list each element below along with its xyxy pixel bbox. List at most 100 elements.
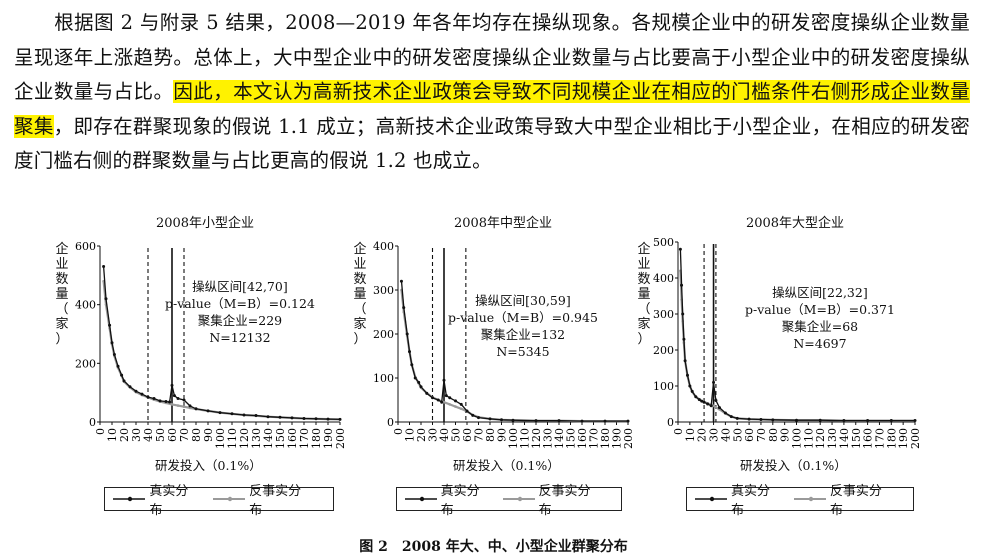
legend-real: 真实分布	[113, 480, 199, 518]
x-tick-label: 70	[755, 428, 768, 442]
real-series-point	[459, 402, 463, 406]
real-series-point	[431, 396, 434, 400]
y-axis-label-char: 量	[55, 287, 69, 302]
annotation-cluster: 聚集企业=132	[480, 327, 566, 342]
x-tick-label: 140	[838, 428, 851, 449]
annotation-n: N=12132	[209, 330, 271, 345]
x-tick-label: 190	[322, 428, 335, 449]
x-tick-label: 60	[461, 428, 474, 442]
real-series-point	[709, 404, 713, 408]
y-axis-label-char: 业	[637, 257, 651, 272]
x-tick-label: 130	[250, 428, 263, 449]
real-series-point	[717, 406, 721, 410]
real-line-icon	[695, 496, 727, 502]
paragraph-part1: 根据图 2 与附录 5 结果，2008—2019 年各年均存在操纵现象。各规模企…	[14, 11, 970, 103]
y-tick-label: 300	[373, 284, 394, 297]
x-tick-label: 100	[507, 428, 520, 449]
real-series-point	[254, 414, 258, 418]
real-series-point	[913, 419, 917, 423]
x-tick-label: 160	[576, 428, 589, 449]
x-tick-label: 130	[826, 428, 839, 449]
x-tick-label: 10	[684, 428, 697, 442]
real-series-point	[795, 418, 798, 422]
x-tick-label: 200	[622, 428, 635, 449]
real-series-point	[712, 380, 716, 384]
real-series-point	[685, 373, 689, 377]
x-tick-label: 190	[611, 428, 624, 449]
y-tick-label: 400	[373, 240, 394, 253]
real-series-point	[759, 417, 763, 421]
real-series-point	[338, 417, 342, 421]
legend-real-label: 真实分布	[730, 484, 770, 518]
counterfactual-line-icon	[212, 496, 246, 502]
annotation-pvalue: p-value（M=B）=0.124	[165, 296, 315, 311]
real-series-point	[134, 389, 138, 393]
x-tick-label: 20	[696, 428, 709, 442]
real-series-point	[290, 416, 294, 420]
x-tick-label: 150	[850, 428, 863, 449]
y-axis-label-char: ）	[637, 332, 651, 347]
x-tick-label: 60	[166, 428, 179, 442]
real-series-point	[723, 411, 727, 415]
annotation-n: N=4697	[793, 336, 847, 351]
real-series-point	[104, 297, 108, 301]
real-series-point	[425, 391, 429, 395]
x-tick-label: 130	[542, 428, 555, 449]
real-series-point	[413, 376, 417, 380]
x-tick-label: 170	[298, 428, 311, 449]
y-tick-label: 300	[653, 308, 674, 321]
y-tick-label: 200	[75, 357, 96, 370]
x-axis-label: 研发投入（0.1%）	[155, 458, 262, 473]
x-tick-label: 80	[190, 428, 203, 442]
y-axis-label: 企业数量（家）	[637, 242, 651, 347]
x-tick-label: 40	[438, 428, 451, 442]
x-tick-label: 120	[238, 428, 251, 449]
manipulation-annotation: 操纵区间[22,32] p-value（M=B）=0.371 聚集企业=68 N=46…	[745, 284, 895, 352]
real-series-line	[400, 281, 628, 422]
x-tick-label: 160	[862, 428, 875, 449]
real-series-point	[448, 396, 452, 400]
real-series-point	[108, 323, 112, 327]
x-tick-label: 40	[142, 428, 155, 442]
real-series-point	[771, 418, 775, 422]
real-series-point	[120, 373, 124, 377]
x-tick-label: 180	[885, 428, 898, 449]
manipulation-annotation: 操纵区间[42,70] p-value（M=B）=0.124 聚集企业=229 N=1…	[165, 278, 315, 346]
y-tick-label: 100	[653, 380, 674, 393]
real-series-point	[419, 385, 423, 389]
y-axis-label-char: ）	[353, 332, 367, 347]
x-tick-label: 80	[484, 428, 497, 442]
real-series-point	[442, 378, 446, 382]
x-tick-label: 100	[791, 428, 804, 449]
x-axis-label: 研发投入（0.1%）	[740, 458, 847, 473]
caption-number: 图 2	[359, 539, 388, 555]
y-axis-label-char: 业	[353, 257, 367, 272]
y-axis-label: 企业数量（家）	[353, 242, 367, 347]
legend-medium: 真实分布 反事实分布	[396, 484, 622, 518]
real-series-point	[326, 417, 330, 421]
real-line-icon	[405, 496, 437, 502]
y-axis-label-char: （	[637, 302, 651, 317]
real-series-point	[444, 394, 448, 398]
paragraph-part2: ，即存在群聚现象的假说 1.1 成立；高新技术企业政策导致大中型企业相比于小型企…	[14, 114, 970, 173]
annotation-interval: 操纵区间[30,59]	[475, 293, 571, 308]
annotation-interval: 操纵区间[22,32]	[772, 285, 868, 300]
x-tick-label: 160	[286, 428, 299, 449]
real-series-point	[405, 332, 409, 336]
real-series-point	[477, 416, 480, 420]
counterfactual-series-point	[454, 405, 457, 408]
counterfactual-series-point	[442, 400, 446, 404]
x-tick-label: 180	[310, 428, 323, 449]
x-tick-label: 110	[802, 428, 815, 449]
x-tick-label: 30	[130, 428, 143, 442]
legend-real-label: 真实分布	[149, 484, 189, 518]
y-axis-label-char: 数	[55, 272, 69, 287]
y-axis-label-char: （	[353, 302, 367, 317]
y-tick-label: 200	[653, 344, 674, 357]
real-series-point	[702, 400, 706, 404]
real-series-point	[694, 395, 698, 399]
real-series-point	[188, 404, 192, 408]
real-line-icon	[113, 496, 146, 502]
real-series-point	[194, 407, 198, 411]
annotation-cluster: 聚集企业=229	[197, 313, 283, 328]
